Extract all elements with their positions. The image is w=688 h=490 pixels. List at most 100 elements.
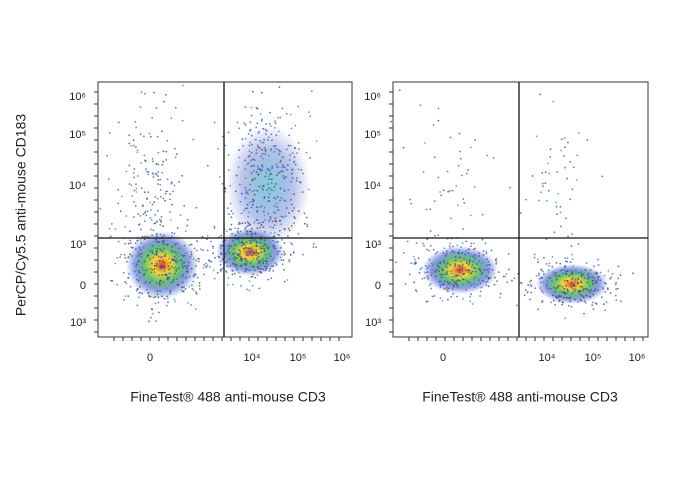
event-dot xyxy=(166,278,169,280)
event-dot xyxy=(577,132,580,134)
event-dot xyxy=(467,248,470,251)
event-dot xyxy=(569,285,572,288)
event-dot xyxy=(166,139,169,142)
event-dot xyxy=(160,220,162,222)
event-dot xyxy=(220,268,223,271)
event-dot xyxy=(219,260,222,263)
event-dot xyxy=(157,171,160,173)
event-dot xyxy=(180,259,183,262)
event-dot xyxy=(285,207,288,209)
event-dot xyxy=(247,254,250,257)
event-dot xyxy=(135,265,138,268)
event-dot xyxy=(260,251,262,254)
event-dot xyxy=(560,295,562,298)
event-dot xyxy=(212,245,214,248)
event-dot xyxy=(472,242,475,245)
event-dot xyxy=(120,253,122,256)
event-dot xyxy=(279,116,282,119)
event-dot xyxy=(224,253,227,255)
event-dot xyxy=(132,172,135,174)
event-dot xyxy=(494,276,496,279)
event-dot xyxy=(162,150,165,153)
event-dot xyxy=(274,217,277,220)
event-dot xyxy=(114,228,117,230)
event-dot xyxy=(439,297,442,299)
event-dot xyxy=(261,164,263,167)
event-dot xyxy=(593,290,596,292)
event-dot xyxy=(259,222,262,224)
event-dot xyxy=(187,261,190,264)
event-dot xyxy=(151,262,153,265)
event-dot xyxy=(507,253,510,255)
event-dot xyxy=(119,210,122,213)
event-dot xyxy=(470,266,473,268)
event-dot xyxy=(564,166,566,169)
event-dot xyxy=(419,268,422,271)
event-dot xyxy=(572,288,575,291)
event-dot xyxy=(441,284,443,287)
event-dot xyxy=(158,274,161,276)
event-dot xyxy=(252,265,255,268)
event-dot xyxy=(150,279,153,281)
event-dot xyxy=(256,219,259,221)
event-dot xyxy=(551,256,554,258)
event-dot xyxy=(144,282,147,284)
event-dot xyxy=(456,285,459,288)
event-dot xyxy=(288,229,291,232)
event-dot xyxy=(462,283,464,286)
event-dot xyxy=(181,174,184,177)
event-dot xyxy=(208,260,211,262)
event-dot xyxy=(421,277,424,280)
event-dot xyxy=(586,281,589,284)
event-dot xyxy=(539,93,542,96)
event-dot xyxy=(561,291,564,293)
event-dot xyxy=(205,262,207,265)
event-dot xyxy=(212,269,215,272)
event-dot xyxy=(444,265,447,268)
event-dot xyxy=(139,277,141,279)
event-dot xyxy=(585,294,588,297)
event-dot xyxy=(160,266,163,269)
event-dot xyxy=(565,292,567,295)
event-dot xyxy=(241,138,244,141)
event-dot xyxy=(398,89,401,91)
event-dot xyxy=(267,264,270,267)
event-dot xyxy=(150,271,153,274)
event-dot xyxy=(262,226,265,229)
event-dot xyxy=(235,252,238,255)
event-dot xyxy=(541,300,544,302)
event-dot xyxy=(617,277,620,280)
event-dot xyxy=(529,283,532,286)
event-dot xyxy=(256,144,259,147)
event-dot xyxy=(124,257,127,259)
event-dot xyxy=(495,262,498,265)
event-dot xyxy=(262,262,264,265)
event-dot xyxy=(188,276,191,278)
event-dot xyxy=(292,161,295,164)
x-axis-label: FineTest® 488 anti-mouse CD3 xyxy=(422,389,618,405)
event-dot xyxy=(244,106,247,108)
event-dot xyxy=(246,203,249,206)
event-dot xyxy=(271,178,273,181)
event-dot xyxy=(566,177,568,180)
event-dot xyxy=(250,247,253,250)
event-dot xyxy=(395,261,397,264)
event-dot xyxy=(616,287,619,290)
event-dot xyxy=(577,243,580,245)
y-tick-label: 10⁴ xyxy=(69,180,86,192)
event-dot xyxy=(462,198,465,200)
event-dot xyxy=(439,280,441,283)
event-dot xyxy=(525,198,528,201)
event-dot xyxy=(191,287,194,290)
event-dot xyxy=(574,298,576,301)
event-dot xyxy=(542,281,545,283)
event-dot xyxy=(281,239,283,241)
event-dot xyxy=(183,204,186,207)
event-dot xyxy=(237,238,240,241)
event-dot xyxy=(197,257,199,260)
event-dot xyxy=(432,248,435,251)
event-dot xyxy=(230,228,233,231)
event-dot xyxy=(238,149,241,152)
event-dot xyxy=(283,250,285,253)
event-dot xyxy=(549,277,552,280)
